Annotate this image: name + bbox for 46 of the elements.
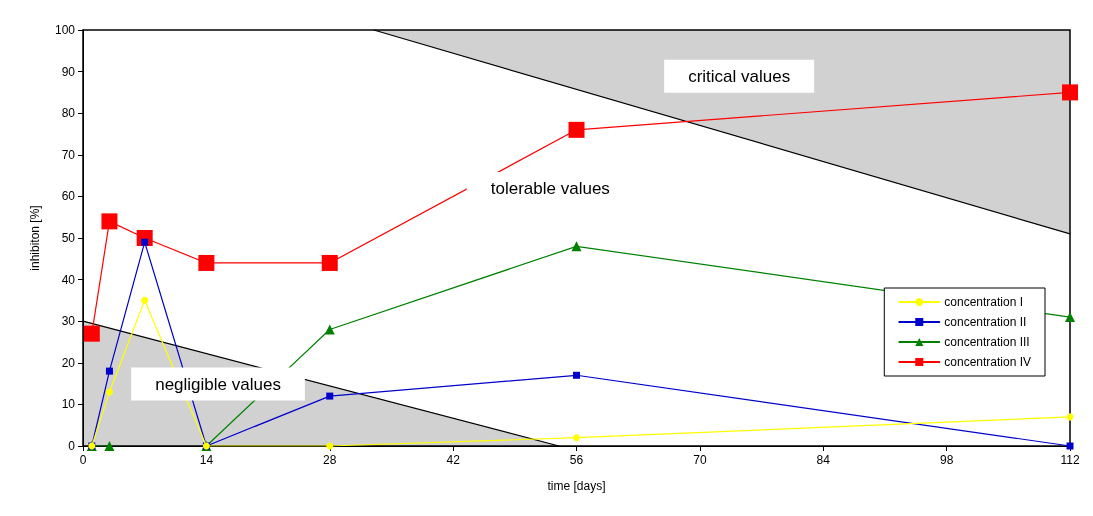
point	[326, 442, 334, 450]
x-tick-label: 70	[693, 453, 707, 467]
x-tick-label: 112	[1060, 453, 1080, 467]
point	[101, 213, 118, 230]
y-tick-label: 20	[61, 355, 76, 370]
legend-label: concentration I	[944, 295, 1023, 309]
y-axis-title: inhibiton [%]	[28, 205, 42, 271]
point	[105, 367, 113, 375]
y-tick-label: 30	[61, 314, 76, 329]
y-tick-label: 10	[61, 397, 76, 412]
annotation: negligible values	[155, 374, 281, 394]
x-tick-label: 42	[446, 453, 461, 467]
point	[141, 296, 149, 304]
point	[105, 388, 113, 396]
y-tick-label: 80	[61, 106, 76, 121]
point	[573, 371, 580, 379]
point	[83, 325, 100, 342]
legend-label: concentration IV	[944, 355, 1031, 369]
point	[573, 434, 580, 442]
point	[1062, 84, 1078, 101]
y-tick-label: 70	[61, 147, 76, 162]
x-tick-label: 28	[323, 453, 337, 467]
y-tick-label: 40	[61, 272, 76, 287]
point	[1065, 312, 1075, 323]
annotation: critical values	[688, 66, 791, 86]
y-tick-label: 100	[54, 23, 76, 37]
annotation: tolerable values	[490, 179, 610, 199]
x-tick-label: 84	[816, 453, 831, 467]
legend-label: concentration II	[944, 315, 1027, 329]
point	[326, 392, 334, 400]
point	[571, 241, 582, 252]
point	[568, 121, 585, 138]
point	[198, 254, 215, 271]
x-axis-title: time [days]	[547, 479, 606, 493]
x-tick-label: 56	[569, 453, 584, 467]
y-tick-label: 50	[61, 231, 76, 245]
y-tick-label: 0	[68, 439, 76, 453]
point	[324, 324, 335, 335]
x-tick-label: 0	[79, 453, 87, 467]
y-tick-label: 60	[61, 189, 76, 204]
point	[321, 254, 338, 271]
x-tick-label: 98	[939, 453, 954, 467]
point	[104, 441, 115, 451]
legend-label: concentration III	[944, 335, 1030, 349]
x-tick-label: 14	[199, 453, 214, 467]
y-tick-label: 90	[61, 64, 76, 79]
